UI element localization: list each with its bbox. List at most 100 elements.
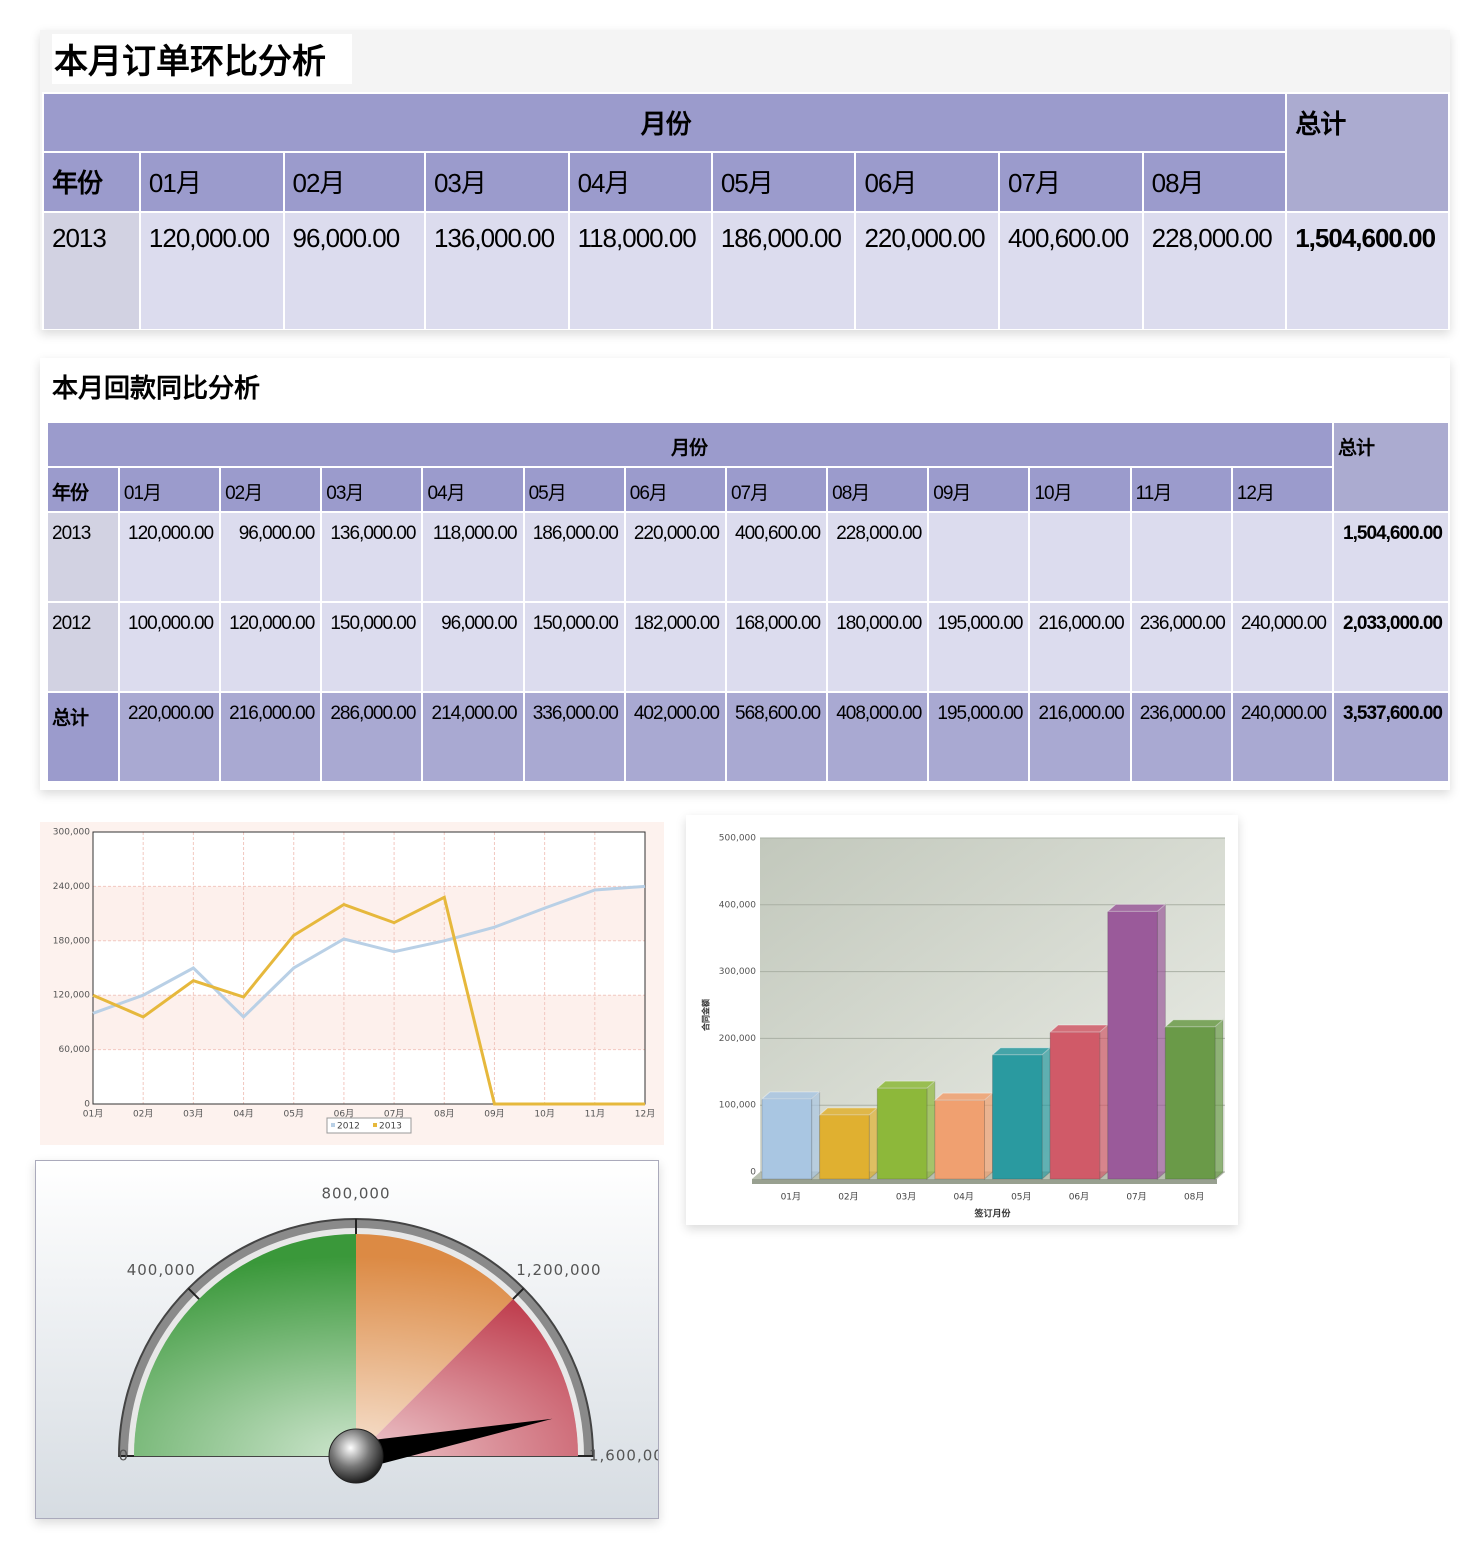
bar-top [933, 1092, 994, 1101]
value-cell: 150,000.00 [320, 601, 424, 693]
value-cell [1028, 511, 1132, 603]
data-row: 总计 220,000.00 216,000.00 286,000.00 214,000.… [46, 691, 1450, 783]
line-panel: 0 60,000 120,000 180,000 240,000 300,000 01月 02… [40, 822, 664, 1145]
legend-label: 2012 [337, 1122, 360, 1132]
month-header: 09月 [927, 466, 1031, 513]
month-header: 02月 [282, 151, 426, 213]
legend-label: 2013 [379, 1122, 402, 1132]
month-header: 06月 [854, 151, 1001, 213]
value-cell [927, 511, 1031, 603]
x-tick-label: 11月 [585, 1109, 605, 1120]
value-cell: 1,504,600.00 [1285, 211, 1450, 330]
value-cell: 96,000.00 [219, 511, 323, 603]
bar [1164, 1026, 1216, 1180]
gauge-tick [187, 1287, 200, 1300]
value-cell: 400,600.00 [998, 211, 1144, 330]
header-row: 月份 总计 [41, 92, 1450, 213]
month-header: 11月 [1129, 466, 1233, 513]
value-cell: 214,000.00 [421, 691, 525, 783]
bar-top [1048, 1024, 1110, 1033]
x-tick-label: 08月 [1184, 1192, 1204, 1203]
bar [819, 1114, 870, 1180]
month-header: 03月 [423, 151, 570, 213]
bar-side [1156, 903, 1166, 1181]
header-row: 月份 总计 [46, 421, 1450, 513]
value-cell: 408,000.00 [826, 691, 930, 783]
header-cell: 月份 [41, 92, 1288, 153]
x-tick-label: 01月 [781, 1192, 801, 1203]
value-cell: 118,000.00 [567, 211, 713, 330]
bar-side [1214, 1018, 1224, 1181]
plot-area [93, 832, 645, 1104]
total-header: 总计 [1285, 92, 1450, 213]
value-cell: 228,000.00 [826, 511, 930, 603]
plot-frame [92, 831, 646, 1105]
x-tick-label: 04月 [953, 1192, 973, 1203]
month-header: 12月 [1230, 466, 1334, 513]
x-tick-label: 05月 [1011, 1192, 1031, 1203]
value-cell: 240,000.00 [1230, 601, 1334, 693]
month-header: 01月 [117, 466, 222, 513]
x-tick-label: 01月 [83, 1109, 103, 1120]
data-row: 2013 120,000.00 96,000.00 136,000.00 118,000… [46, 511, 1450, 603]
value-cell [1129, 511, 1233, 603]
month-header: 02月 [219, 466, 323, 513]
value-cell: 136,000.00 [320, 511, 424, 603]
month-row: 年份 01月 02月 03月 04月 05月 06月 07月 08月 09月 10月 11月 12月 [46, 466, 1449, 513]
month-row: 年份 01月 02月 03月 04月 05月 06月 07月 08月 [42, 151, 1449, 213]
y-tick-label: 60,000 [59, 1045, 91, 1055]
month-header: 08月 [826, 466, 930, 513]
y-tick-label: 180,000 [53, 936, 90, 946]
month-header: 04月 [567, 151, 713, 213]
value-cell: 216,000.00 [1028, 691, 1132, 783]
line-chart: 0 60,000 120,000 180,000 240,000 300,000 01月 02… [53, 828, 655, 1134]
bar-chart: 0 100,000 200,000 300,000 400,000 500,000 01月 0… [701, 834, 1225, 1220]
y-tick-label: 500,000 [719, 834, 756, 844]
gauge-tick-label: 400,000 [127, 1261, 196, 1279]
bar-top [991, 1047, 1052, 1056]
bar-side [811, 1090, 821, 1181]
panel-title: 本月回款同比分析 [52, 374, 261, 404]
value-cell: 182,000.00 [623, 601, 727, 693]
bar-side [1041, 1046, 1051, 1181]
bar-top [1164, 1019, 1225, 1028]
year-header: 年份 [42, 151, 141, 213]
bar [1107, 910, 1158, 1180]
month-header: 07月 [998, 151, 1144, 213]
row-label: 2012 [46, 601, 120, 693]
value-cell: 120,000.00 [219, 601, 323, 693]
value-cell: 2,033,000.00 [1331, 601, 1450, 693]
year-header: 年份 [46, 466, 120, 513]
value-cell: 216,000.00 [219, 691, 323, 783]
y-tick-label: 300,000 [719, 967, 756, 977]
series-line [92, 884, 646, 1020]
value-cell: 236,000.00 [1129, 601, 1233, 693]
value-cell: 220,000.00 [117, 691, 222, 783]
row-label: 2013 [46, 511, 120, 603]
legend-swatch [331, 1123, 335, 1127]
data-table: 月份 总计 年份 01月 02月 03月 04月 05月 06月 07月 08月 09月 10月 11月 1… [46, 421, 1450, 783]
x-tick-label: 12月 [635, 1109, 655, 1120]
value-cell: 216,000.00 [1028, 601, 1132, 693]
value-cell [1230, 511, 1334, 603]
value-cell: 136,000.00 [423, 211, 570, 330]
gauge-panel: 0 400,000 800,000 1,200,000 1,600,000 [35, 1160, 659, 1519]
gauge-tick [512, 1287, 525, 1300]
panel-title: 本月订单环比分析 [52, 34, 352, 84]
header-cell: 月份 [46, 421, 1334, 468]
x-tick-label: 06月 [334, 1109, 354, 1120]
x-tick-label: 02月 [133, 1109, 153, 1120]
total-header: 总计 [1331, 421, 1450, 513]
x-tick-label: 02月 [838, 1192, 858, 1203]
month-header: 05月 [522, 466, 626, 513]
needle-hub [328, 1428, 384, 1484]
value-cell: 240,000.00 [1230, 691, 1334, 783]
gauge-glow [134, 1234, 578, 1456]
grid-band [93, 995, 645, 1050]
bar [992, 1054, 1043, 1180]
value-cell: 96,000.00 [282, 211, 426, 330]
value-cell: 568,600.00 [724, 691, 829, 783]
value-cell: 96,000.00 [421, 601, 525, 693]
legend-swatch [373, 1123, 377, 1127]
